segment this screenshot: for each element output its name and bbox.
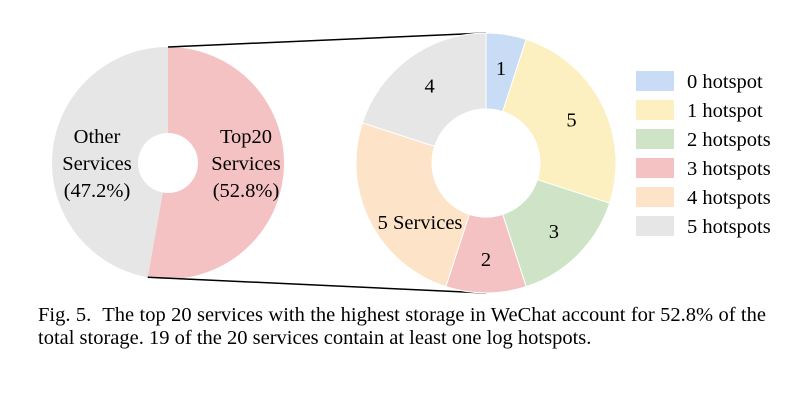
figure-caption: Fig. 5. The top 20 services with the hig… bbox=[38, 304, 766, 350]
zoom-connector-lines bbox=[147, 32, 487, 294]
slice-label-top20-services: Top20 Services (52.8%) bbox=[211, 126, 280, 202]
legend-swatch-4-hotspots bbox=[636, 187, 674, 207]
connector-top bbox=[167, 32, 487, 48]
caption-label: Fig. 5. bbox=[38, 304, 92, 326]
slice-label-other-services: Other Services (47.2%) bbox=[62, 126, 131, 202]
slice-4-hotspots bbox=[355, 122, 470, 288]
data-label-3-hotspots: 2 bbox=[481, 249, 491, 271]
legend-swatch-3-hotspots bbox=[636, 158, 674, 178]
legend: 0 hotspot 1 hotspot 2 hotspots 3 hotspots 4 … bbox=[636, 71, 771, 238]
data-label-2-hotspots: 3 bbox=[549, 221, 559, 243]
hotspot-distribution-donut: 1 5 3 2 5 Services 4 bbox=[355, 32, 617, 294]
legend-swatch-1-hotspot bbox=[636, 100, 674, 120]
slice-top20-services bbox=[147, 47, 284, 279]
data-label-5-hotspots: 4 bbox=[424, 75, 434, 97]
caption-text: The top 20 services with the highest sto… bbox=[38, 304, 766, 349]
legend-label-4-hotspots: 4 hotspots bbox=[687, 187, 771, 209]
legend-label-3-hotspots: 3 hotspots bbox=[687, 158, 771, 180]
data-label-0-hotspot: 1 bbox=[496, 58, 506, 80]
data-label-4-hotspots: 5 Services bbox=[378, 212, 463, 234]
data-label-1-hotspot: 5 bbox=[566, 109, 576, 131]
legend-label-2-hotspots: 2 hotspots bbox=[687, 129, 771, 151]
slice-5-hotspots bbox=[361, 32, 487, 147]
legend-swatch-5-hotspots bbox=[636, 216, 674, 236]
slice-1-hotspot bbox=[502, 38, 617, 204]
legend-label-0-hotspot: 0 hotspot bbox=[687, 71, 763, 93]
figure-area: Top20 Services (52.8%) Other Services (47.2%)… bbox=[51, 32, 771, 294]
slice-other-services bbox=[51, 47, 168, 278]
storage-share-donut: Top20 Services (52.8%) Other Services (47.2%) bbox=[51, 47, 284, 279]
connector-bottom bbox=[147, 276, 487, 294]
legend-label-1-hotspot: 1 hotspot bbox=[687, 100, 763, 122]
legend-swatch-2-hotspots bbox=[636, 129, 674, 149]
legend-swatch-0-hotspot bbox=[636, 71, 674, 91]
legend-label-5-hotspots: 5 hotspots bbox=[687, 216, 771, 238]
